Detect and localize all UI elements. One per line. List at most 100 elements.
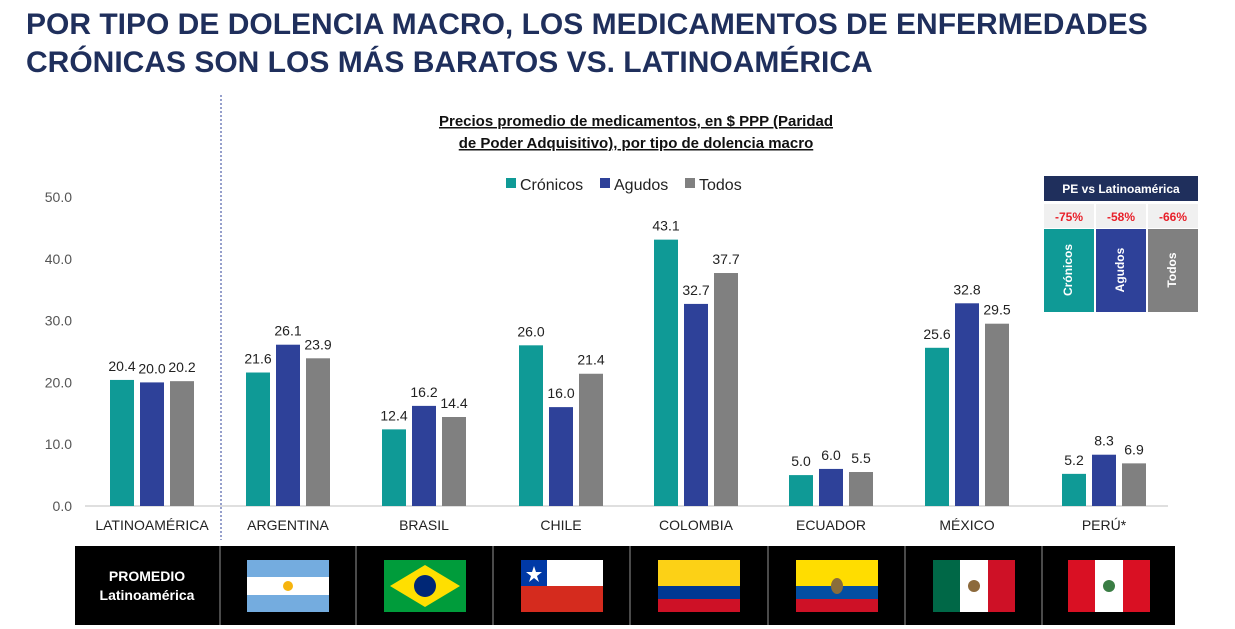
colombia-flag-icon xyxy=(658,559,740,612)
bar xyxy=(549,407,573,506)
chart-legend: Crónicos Agudos Todos xyxy=(506,177,742,194)
peru-flag-icon xyxy=(1068,559,1150,612)
legend-swatch xyxy=(600,178,610,188)
flag-cell-peru xyxy=(1043,546,1175,625)
bar xyxy=(819,468,843,506)
data-label: 20.2 xyxy=(168,359,195,375)
y-tick-label: 20.0 xyxy=(45,374,72,390)
bar xyxy=(246,372,270,506)
x-tick-label: CHILE xyxy=(540,517,581,533)
data-label: 6.0 xyxy=(821,447,841,463)
comparison-label: Agudos xyxy=(1113,247,1127,292)
legend-label: Todos xyxy=(699,177,742,194)
brazil-flag-icon xyxy=(383,559,466,612)
bar xyxy=(985,323,1009,506)
bar xyxy=(684,303,708,506)
bar xyxy=(1062,473,1086,506)
data-label: 37.7 xyxy=(712,251,739,267)
chile-flag-icon xyxy=(520,559,603,612)
promedio-cell: PROMEDIO Latinoamérica xyxy=(75,546,221,625)
x-tick-label: PERÚ* xyxy=(1082,517,1127,533)
x-tick-label: COLOMBIA xyxy=(659,517,734,533)
comparison-header-label: PE vs Latinoamérica xyxy=(1062,182,1180,196)
comparison-pct-cell xyxy=(1148,204,1198,228)
chart-title-line1: Precios promedio de medicamentos, en $ P… xyxy=(439,113,833,130)
page-title-line2: CRÓNICAS SON LOS MÁS BARATOS VS. LATINOA… xyxy=(26,46,873,79)
flag-cell-mexico xyxy=(906,546,1043,625)
x-tick-label: LATINOAMÉRICA xyxy=(95,517,209,533)
bar xyxy=(110,379,134,506)
comparison-label-cell xyxy=(1044,229,1094,312)
promedio-line1: PROMEDIO xyxy=(108,567,186,584)
bar xyxy=(276,344,300,506)
data-label: 5.2 xyxy=(1064,452,1084,468)
flag-cell-argentina xyxy=(221,546,357,625)
y-tick-label: 10.0 xyxy=(45,436,72,452)
bar xyxy=(925,347,949,506)
flag-cell-brazil xyxy=(357,546,494,625)
flag-cell-colombia xyxy=(631,546,769,625)
comparison-pct-cell xyxy=(1096,204,1146,228)
promedio-label: PROMEDIO Latinoamérica xyxy=(100,567,195,605)
comparison-label: Todos xyxy=(1165,252,1179,287)
x-tick-label: MÉXICO xyxy=(939,517,994,533)
bar xyxy=(714,273,738,506)
bar xyxy=(382,429,406,506)
x-axis: LATINOAMÉRICA ARGENTINA BRASIL CHILE COLOMBI… xyxy=(95,517,1126,533)
data-label: 26.1 xyxy=(274,323,301,339)
promedio-line2: Latinoamérica xyxy=(99,586,195,603)
bar xyxy=(306,358,330,506)
data-label: 5.0 xyxy=(791,453,811,469)
comparison-label: Crónicos xyxy=(1061,244,1075,296)
comparison-pct-cell xyxy=(1044,204,1094,228)
x-tick-label: ARGENTINA xyxy=(247,517,329,533)
data-label: 20.0 xyxy=(138,360,165,376)
bar xyxy=(789,475,813,506)
bar xyxy=(442,417,466,506)
data-label: 29.5 xyxy=(983,302,1010,318)
comparison-box: PE vs Latinoamérica -75% Crónicos -58% Agudo… xyxy=(1044,176,1198,312)
data-label: 26.0 xyxy=(517,323,544,339)
y-tick-label: 0.0 xyxy=(53,498,73,514)
data-label: 5.5 xyxy=(851,450,871,466)
page-title-line1: POR TIPO DE DOLENCIA MACRO, LOS MEDICAME… xyxy=(26,8,1148,41)
y-tick-label: 30.0 xyxy=(45,313,72,329)
bar xyxy=(140,382,164,506)
bar xyxy=(579,373,603,506)
legend-label: Crónicos xyxy=(520,177,583,194)
data-label: 14.4 xyxy=(440,395,467,411)
data-label: 43.1 xyxy=(652,218,679,234)
comparison-header xyxy=(1044,176,1198,201)
argentina-flag-icon xyxy=(247,559,329,612)
comparison-label-cell xyxy=(1096,229,1146,312)
bar-chart: Precios promedio de medicamentos, en $ P… xyxy=(45,95,1198,540)
comparison-pct: -75% xyxy=(1055,210,1083,224)
data-label: 8.3 xyxy=(1094,433,1114,449)
bar xyxy=(955,303,979,506)
data-label: 32.8 xyxy=(953,281,980,297)
chart-bars: 20.4 20.0 20.2 21.626.123.9 12.416.214.4 26.0… xyxy=(108,218,1146,506)
data-label: 16.2 xyxy=(410,384,437,400)
x-tick-label: BRASIL xyxy=(399,517,449,533)
data-label: 6.9 xyxy=(1124,441,1144,457)
page-title: POR TIPO DE DOLENCIA MACRO, LOS MEDICAME… xyxy=(26,6,1226,82)
flag-bar: PROMEDIO Latinoamérica xyxy=(75,546,1175,625)
y-tick-label: 40.0 xyxy=(45,251,72,267)
data-label: 20.4 xyxy=(108,358,135,374)
comparison-pct: -58% xyxy=(1107,210,1135,224)
legend-swatch xyxy=(685,178,695,188)
data-label: 21.6 xyxy=(244,351,271,367)
bar xyxy=(1092,454,1116,506)
comparison-pct: -66% xyxy=(1159,210,1187,224)
data-label: 32.7 xyxy=(682,282,709,298)
bar xyxy=(412,405,436,506)
data-label: 25.6 xyxy=(923,326,950,342)
data-label: 21.4 xyxy=(577,352,604,368)
y-tick-label: 50.0 xyxy=(45,189,72,205)
x-tick-label: ECUADOR xyxy=(796,517,866,533)
bar xyxy=(654,239,678,506)
data-label: 23.9 xyxy=(304,336,331,352)
chart-title-line2: de Poder Adquisitivo), por tipo de dolen… xyxy=(459,135,814,152)
data-label: 16.0 xyxy=(547,385,574,401)
legend-label: Agudos xyxy=(614,177,668,194)
